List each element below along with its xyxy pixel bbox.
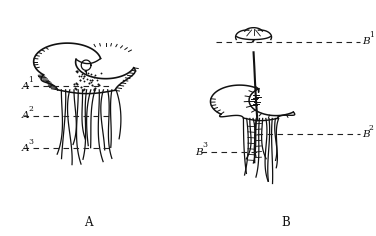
- Text: A: A: [85, 216, 93, 229]
- Text: 1: 1: [28, 76, 33, 84]
- Text: 2: 2: [369, 124, 374, 132]
- Text: 3: 3: [202, 141, 207, 149]
- Text: 2: 2: [28, 105, 33, 113]
- Text: A: A: [21, 82, 29, 91]
- Text: A: A: [21, 144, 29, 153]
- Text: B: B: [362, 37, 370, 46]
- Text: B: B: [281, 216, 290, 229]
- Text: B: B: [196, 148, 203, 156]
- Text: A: A: [21, 111, 29, 120]
- Text: B: B: [362, 130, 370, 139]
- Text: 1: 1: [369, 31, 374, 39]
- Text: 3: 3: [28, 138, 33, 146]
